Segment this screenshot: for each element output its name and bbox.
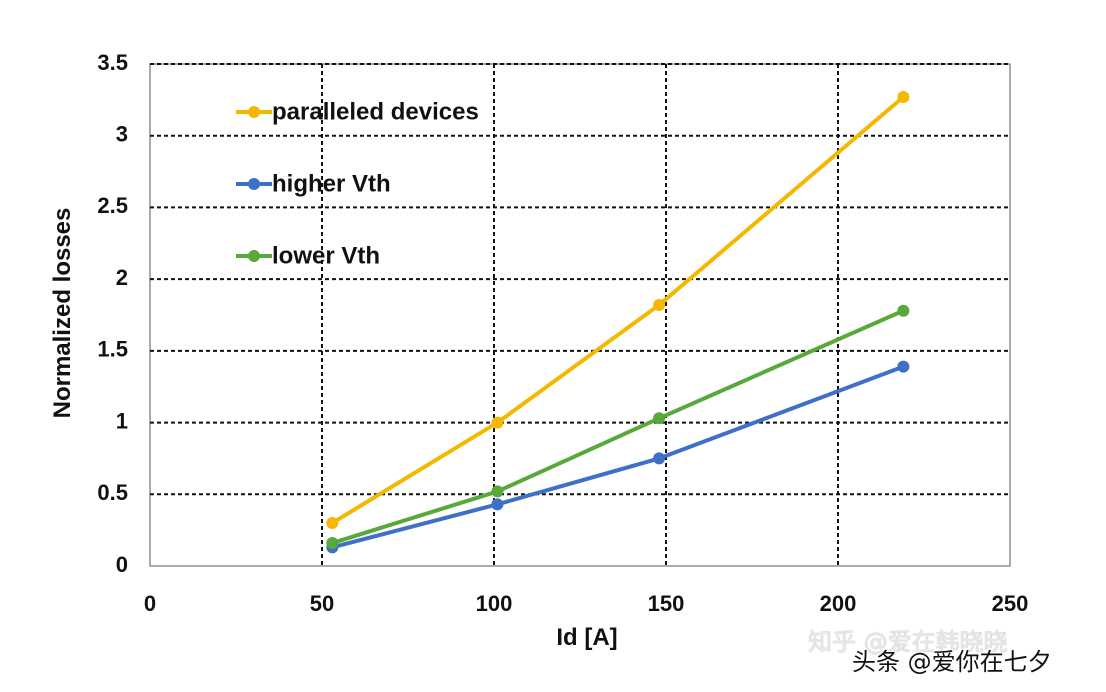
data-point <box>653 298 666 311</box>
x-axis-ticks: 0 50 100 150 200 250 <box>144 591 1028 616</box>
y-tick-label: 2 <box>116 265 128 290</box>
series-line <box>331 308 905 545</box>
legend-swatch-marker <box>248 178 260 190</box>
y-tick-label: 2.5 <box>97 193 128 218</box>
data-point <box>653 452 666 465</box>
legend-label: higher Vth <box>272 170 391 197</box>
x-tick-label: 150 <box>648 591 685 616</box>
data-point <box>897 360 910 373</box>
series-layer <box>326 90 910 554</box>
series-line <box>331 95 905 525</box>
data-point <box>491 498 504 511</box>
data-point <box>491 416 504 429</box>
y-tick-label: 3 <box>116 122 128 147</box>
x-tick-label: 50 <box>310 591 334 616</box>
y-tick-label: 0 <box>116 552 128 577</box>
y-axis-title: Normalized losses <box>49 208 76 419</box>
y-axis-ticks: 0 0.5 1 1.5 2 2.5 3 3.5 <box>97 50 128 577</box>
grid <box>150 63 1010 566</box>
legend-swatch-marker <box>248 250 260 262</box>
watermark-zhihu: 知乎 @爱在韩晓晓 <box>808 628 1008 656</box>
data-point <box>326 537 339 550</box>
y-tick-label: 1 <box>116 408 128 433</box>
plot-area <box>149 63 1011 567</box>
x-axis-title: Id [A] <box>556 624 617 651</box>
x-tick-label: 250 <box>992 591 1029 616</box>
y-tick-label: 1.5 <box>97 337 128 362</box>
watermark-toutiao: 头条 @爱你在七夕 <box>852 648 1052 676</box>
x-tick-label: 200 <box>820 591 857 616</box>
legend-label: lower Vth <box>272 242 380 269</box>
x-tick-label: 100 <box>476 591 513 616</box>
legend-label: paralleled devices <box>272 98 479 125</box>
data-point <box>326 516 339 529</box>
y-tick-label: 3.5 <box>97 50 128 75</box>
x-tick-label: 0 <box>144 591 156 616</box>
y-tick-label: 0.5 <box>97 480 128 505</box>
data-point <box>491 485 504 498</box>
data-point <box>897 304 910 317</box>
legend-swatch-marker <box>248 106 260 118</box>
series-line <box>331 364 905 550</box>
data-point <box>653 412 666 425</box>
data-point <box>897 90 910 103</box>
legend: paralleled devices higher Vth lower Vth <box>236 98 479 269</box>
